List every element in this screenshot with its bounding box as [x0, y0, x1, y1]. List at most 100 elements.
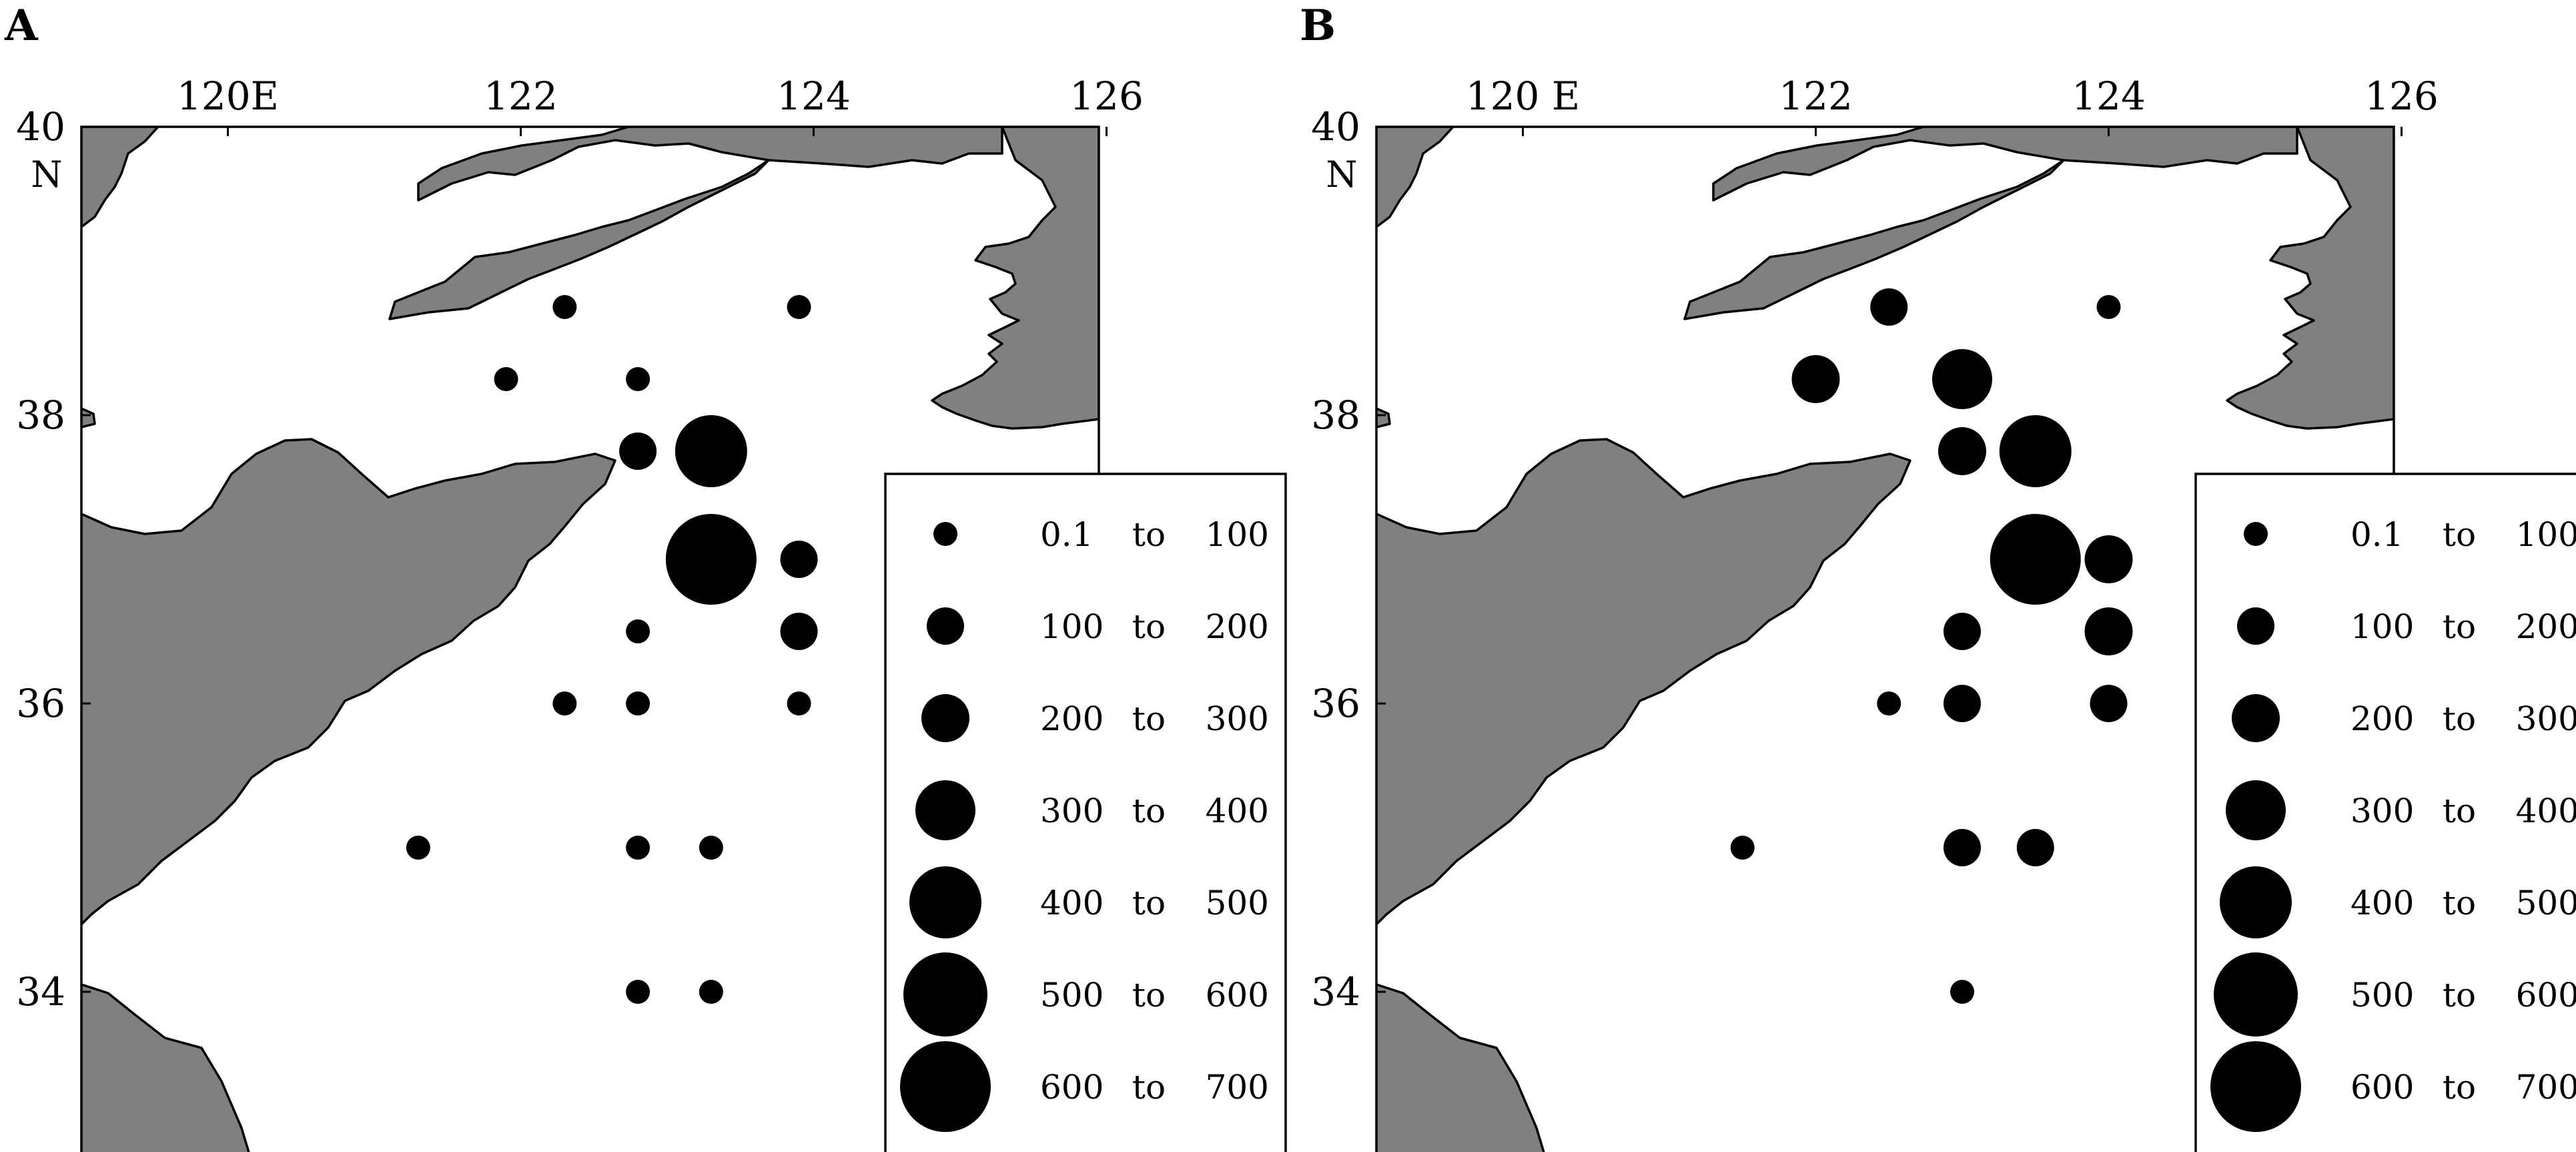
legend-to: 600 — [2516, 976, 2576, 1015]
station-dot — [626, 980, 651, 1004]
land-area — [417, 127, 1003, 202]
legend-symbol — [900, 1041, 991, 1132]
legend-to: 500 — [1206, 884, 1269, 922]
legend-to: 200 — [1206, 607, 1269, 646]
legend-connector: to — [1132, 699, 1166, 738]
legend-connector: to — [1132, 884, 1166, 922]
legend-symbol — [909, 866, 981, 938]
legend-to: 400 — [1206, 792, 1269, 830]
station-dot — [787, 691, 811, 715]
station-dot — [626, 836, 651, 860]
x-tick-label: 124 — [2072, 73, 2146, 119]
x-tick-label: 126 — [1069, 73, 1144, 119]
land-area — [931, 127, 1099, 430]
legend-to: 300 — [2516, 699, 2576, 738]
station-dot — [2084, 607, 2133, 655]
station-dot — [494, 367, 518, 391]
land-area — [1683, 159, 2065, 320]
y-tick-label: 34 — [1311, 969, 1360, 1015]
x-tick-label: 124 — [777, 73, 851, 119]
legend-symbol — [903, 952, 987, 1037]
station-dot — [1932, 349, 1992, 409]
legend-connector: to — [2443, 607, 2476, 646]
land-area — [81, 127, 159, 228]
station-dot — [626, 367, 651, 391]
station-dot — [2090, 685, 2128, 722]
y-tick-label: 36 — [16, 681, 65, 726]
station-dot — [1791, 355, 1840, 403]
station-dot — [626, 691, 651, 715]
station-dot — [1944, 613, 1981, 650]
panel-label: B — [1300, 1, 1336, 51]
legend-from: 300 — [2350, 792, 2414, 830]
station-dot — [675, 415, 747, 487]
y-tick-label: 40 — [16, 104, 65, 150]
y-tick-label: 36 — [1311, 681, 1360, 726]
land-area — [388, 159, 770, 320]
legend-from: 400 — [2350, 884, 2414, 922]
station-dot — [2016, 829, 2054, 866]
station-dot — [1950, 980, 1974, 1004]
legend-from: 400 — [1040, 884, 1104, 922]
legend: 0.1 to 100 100 to 200 200 to 300 300 to 400 400 to 500… — [884, 473, 1287, 1152]
x-tick-label: 122 — [484, 73, 558, 119]
legend-connector: to — [2443, 699, 2476, 738]
north-label: N — [1326, 154, 1357, 196]
station-dot — [552, 295, 577, 319]
legend-symbol — [2237, 607, 2274, 645]
legend-to: 500 — [2516, 884, 2576, 922]
legend-from: 500 — [1040, 976, 1104, 1015]
legend-to: 300 — [1206, 699, 1269, 738]
x-tick-label: 122 — [1779, 73, 1853, 119]
legend-from: 100 — [1040, 607, 1104, 646]
land-area — [1376, 438, 1911, 926]
legend-to: 100 — [1206, 515, 1269, 554]
station-dot — [665, 514, 757, 605]
station-dot — [626, 619, 651, 643]
station-dot — [619, 433, 657, 470]
station-dot — [1944, 685, 1981, 722]
legend-from: 0.1 — [1040, 515, 1094, 554]
legend-connector: to — [2443, 976, 2476, 1015]
land-area — [1376, 127, 1454, 228]
legend-to: 400 — [2516, 792, 2576, 830]
station-dot — [699, 980, 723, 1004]
north-label: N — [31, 154, 62, 196]
legend-symbol — [2210, 1041, 2301, 1132]
land-area — [2226, 127, 2394, 430]
legend-connector: to — [2443, 515, 2476, 554]
station-dot — [1938, 427, 1986, 475]
x-tick-label: 120 E — [1466, 73, 1580, 119]
map-panel-b: B 120 E 122 124 126 40 38 36 34 N 0.1 to 100 100 to 200… — [1300, 1, 2576, 1152]
legend-connector: to — [2443, 1068, 2476, 1107]
legend-connector: to — [1132, 607, 1166, 646]
panel-label: A — [4, 1, 39, 51]
station-dot — [406, 836, 430, 860]
legend-connector: to — [2443, 792, 2476, 830]
legend-symbol — [921, 694, 969, 742]
land-area — [81, 438, 616, 926]
x-tick-label: 120E — [177, 73, 279, 119]
legend-connector: to — [2443, 884, 2476, 922]
x-tick-label: 126 — [2365, 73, 2439, 119]
station-dot — [552, 691, 577, 715]
station-dot — [699, 836, 723, 860]
y-tick-label: 38 — [1311, 392, 1360, 438]
legend-from: 200 — [2350, 699, 2414, 738]
legend-connector: to — [1132, 976, 1166, 1015]
station-dot — [1990, 514, 2081, 605]
legend-to: 200 — [2516, 607, 2576, 646]
land-area — [1376, 407, 1391, 428]
station-dot — [1877, 691, 1901, 715]
station-dot — [1999, 415, 2072, 487]
station-dot — [1944, 829, 1981, 866]
legend-symbol — [2226, 780, 2286, 840]
legend-symbol — [933, 522, 957, 546]
land-area — [1712, 127, 2298, 202]
legend-connector: to — [1132, 792, 1166, 830]
station-dot — [2096, 295, 2121, 319]
station-dot — [1870, 288, 1908, 326]
legend-symbol — [927, 607, 964, 645]
legend-symbol — [2220, 866, 2292, 938]
